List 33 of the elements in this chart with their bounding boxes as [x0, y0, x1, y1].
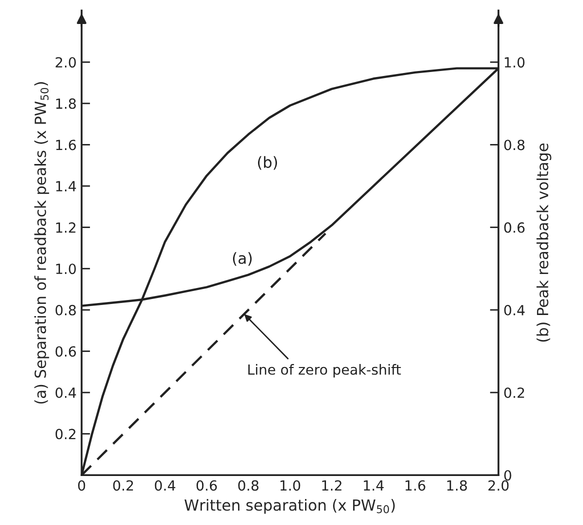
x-tick-label: 0.4 — [154, 480, 176, 491]
x-axis-title: Written separation (x PW$_{50}$) — [184, 498, 395, 514]
y2-tick-label: 0 — [504, 470, 512, 481]
series-label: (b) — [258, 156, 277, 170]
x-tick-label: 1.0 — [280, 480, 300, 491]
y2-tick-label: 1.0 — [504, 57, 524, 68]
series-label: (a) — [233, 252, 252, 266]
y-tick-label: 0.4 — [56, 387, 76, 398]
y-tick-label: 1.0 — [56, 264, 76, 274]
x-tick-label: 0.6 — [196, 480, 217, 491]
y-tick-label: 2.0 — [56, 57, 76, 68]
y2-axis-title: (b) Peak readback voltage — [536, 144, 552, 342]
x-tick-label: 1.6 — [406, 480, 426, 491]
y-tick-label: 1.4 — [56, 181, 76, 192]
x-tick-label: 1.4 — [364, 480, 384, 491]
y-tick-label: 0.2 — [56, 428, 76, 440]
y2-tick-label: 0.8 — [504, 140, 524, 150]
y2-tick-label: 0.2 — [504, 387, 524, 398]
y-tick-label: 1.6 — [56, 140, 76, 150]
y-tick-label: 1.2 — [56, 222, 76, 233]
annotation: Line of zero peak-shift — [248, 364, 401, 378]
y2-tick-label: 0.6 — [504, 222, 525, 233]
y-tick-label: 0.6 — [56, 346, 76, 357]
x-tick-label: 0 — [78, 480, 86, 491]
x-tick-label: 0.2 — [113, 480, 133, 491]
x-tick-label: 2.0 — [488, 480, 509, 491]
x-tick-label: 1.2 — [322, 480, 342, 491]
x-tick-label: 0.8 — [238, 480, 258, 491]
x-tick-label: 1.8 — [447, 480, 467, 491]
y2-tick-label: 0.4 — [504, 304, 525, 316]
y-axis-title: (a) Separation of readback peaks (x PW$_{50}$) — [34, 82, 50, 404]
y-tick-label: 1.8 — [56, 98, 76, 109]
y-tick-label: 0.8 — [56, 304, 76, 316]
